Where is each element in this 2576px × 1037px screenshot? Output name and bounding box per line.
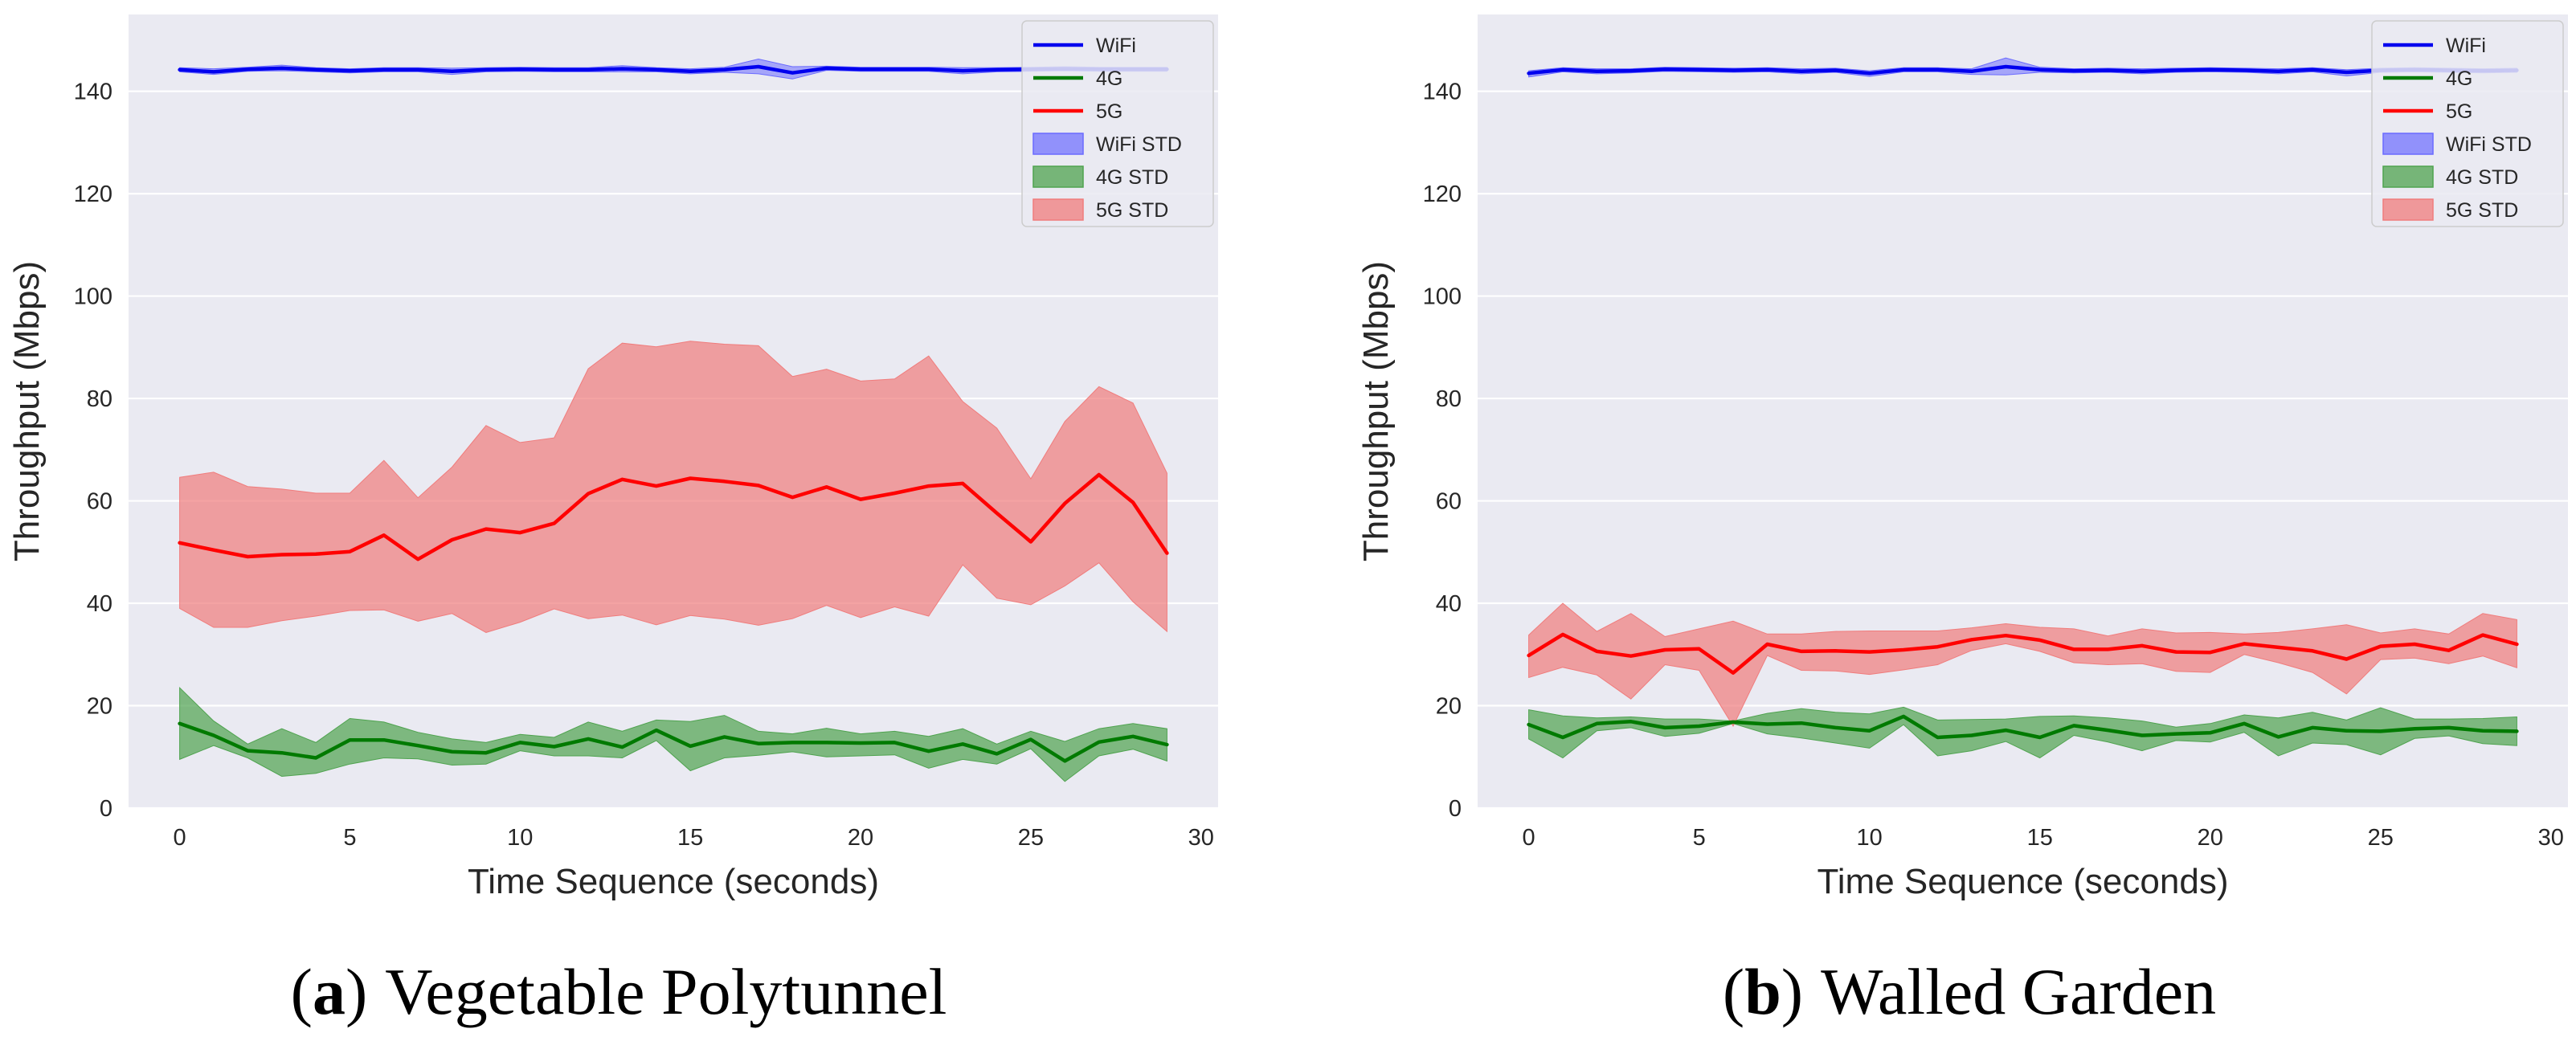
y-tick-label: 60: [87, 489, 112, 515]
y-tick-label: 0: [100, 796, 112, 822]
x-tick-labels: 0 5 10 15 20 25 30: [173, 825, 1213, 851]
gridlines: [1478, 90, 2568, 810]
x-axis-label: Time Sequence (seconds): [468, 862, 879, 901]
legend: WiFi 4G 5G WiFi STD 4G STD 5G STD: [1021, 20, 1214, 227]
y-tick-label: 120: [1423, 182, 1462, 207]
series-line-wifi: [1527, 64, 2519, 76]
series-line-4g: [1527, 714, 2519, 740]
x-tick-label: 10: [507, 825, 533, 851]
legend-label-5g-std: 5G STD: [2446, 199, 2518, 222]
y-tick-label: 20: [87, 694, 112, 720]
caption-title: Vegetable Polytunnel: [385, 955, 947, 1028]
panel-caption: (b) Walled Garden: [1723, 955, 2216, 1028]
legend-patch-5g-std: [2382, 198, 2434, 221]
legend-label-wifi: WiFi: [1096, 35, 1136, 57]
x-tick-label: 5: [343, 825, 356, 851]
legend-label-wifi-std: WiFi STD: [1096, 133, 1182, 156]
y-axis-label: Throughput (Mbps): [1356, 261, 1396, 561]
legend-label-4g: 4G: [1096, 67, 1122, 90]
legend-label-4g: 4G: [2446, 67, 2472, 90]
y-tick-label: 140: [74, 80, 112, 105]
y-tick-label: 80: [1436, 386, 1462, 412]
caption-letter: b: [1744, 955, 1781, 1028]
series-line-5g: [1527, 632, 2519, 675]
caption-close-paren: ): [1781, 955, 1803, 1028]
legend-label-5g-std: 5G STD: [1096, 199, 1168, 222]
y-tick-label: 40: [87, 591, 112, 617]
y-tick-label: 80: [87, 386, 112, 412]
legend-label-4g-std: 4G STD: [1096, 166, 1168, 189]
legend-label-wifi: WiFi: [2446, 35, 2486, 57]
caption-close-paren: ): [346, 955, 367, 1028]
legend-patch-4g-std: [2382, 165, 2434, 188]
series-line-4g: [178, 721, 1169, 763]
series-lines: [1527, 64, 2519, 740]
panel-a-vegetable-polytunnel: 0 5 10 15 20 25 30 0 20 40 60 80 100 120 140 Time Seq…: [7, 14, 1218, 1028]
x-tick-label: 30: [1188, 825, 1214, 851]
series-lines: [178, 64, 1169, 763]
y-tick-label: 100: [1423, 284, 1462, 310]
y-tick-label: 20: [1436, 694, 1462, 720]
legend-items: WiFi 4G 5G WiFi STD 4G STD 5G STD: [1032, 35, 1182, 222]
series-line-5g: [178, 472, 1169, 561]
y-tick-label: 40: [1436, 591, 1462, 617]
x-tick-label: 10: [1857, 825, 1883, 851]
legend-patch-4g-std: [1032, 165, 1084, 188]
std-band-4g: [179, 687, 1167, 782]
caption-open-paren: (: [291, 955, 313, 1028]
y-tick-labels: 0 20 40 60 80 100 120 140: [1423, 80, 1462, 822]
x-tick-label: 5: [1693, 825, 1706, 851]
legend-label-wifi-std: WiFi STD: [2446, 133, 2532, 156]
x-tick-label: 0: [1523, 825, 1535, 851]
panel-caption: (a) Vegetable Polytunnel: [291, 955, 947, 1028]
x-tick-label: 15: [2027, 825, 2053, 851]
y-axis-label: Throughput (Mbps): [7, 261, 47, 561]
panel-b-walled-garden: 0 5 10 15 20 25 30 0 20 40 60 80 100 120 140 Time Seq…: [1356, 14, 2568, 1028]
x-axis-label: Time Sequence (seconds): [1818, 862, 2229, 901]
x-tick-labels: 0 5 10 15 20 25 30: [1523, 825, 2564, 851]
legend-patch-5g-std: [1032, 198, 1084, 221]
x-tick-label: 15: [677, 825, 703, 851]
legend-patch-wifi-std: [2382, 133, 2434, 155]
y-tick-labels: 0 20 40 60 80 100 120 140: [74, 80, 112, 822]
std-band-5g: [1528, 602, 2517, 728]
y-tick-label: 0: [1449, 796, 1462, 822]
std-band-5g: [179, 341, 1167, 633]
y-tick-label: 100: [74, 284, 112, 310]
x-tick-label: 30: [2538, 825, 2564, 851]
x-tick-label: 25: [1018, 825, 1044, 851]
y-tick-label: 60: [1436, 489, 1462, 515]
legend-label-4g-std: 4G STD: [2446, 166, 2518, 189]
legend: WiFi 4G 5G WiFi STD 4G STD 5G STD: [2371, 20, 2564, 227]
legend-items: WiFi 4G 5G WiFi STD 4G STD 5G STD: [2382, 35, 2532, 222]
x-tick-label: 20: [848, 825, 873, 851]
x-tick-label: 20: [2198, 825, 2223, 851]
y-tick-label: 120: [74, 182, 112, 207]
legend-label-5g: 5G: [1096, 100, 1122, 123]
caption-open-paren: (: [1723, 955, 1744, 1028]
x-tick-label: 25: [2368, 825, 2394, 851]
legend-patch-wifi-std: [1032, 133, 1084, 155]
caption-letter: a: [313, 955, 346, 1028]
x-tick-label: 0: [173, 825, 186, 851]
series-line-wifi: [178, 64, 1169, 75]
legend-label-5g: 5G: [2446, 100, 2472, 123]
y-tick-label: 140: [1423, 80, 1462, 105]
caption-title: Walled Garden: [1821, 955, 2216, 1028]
